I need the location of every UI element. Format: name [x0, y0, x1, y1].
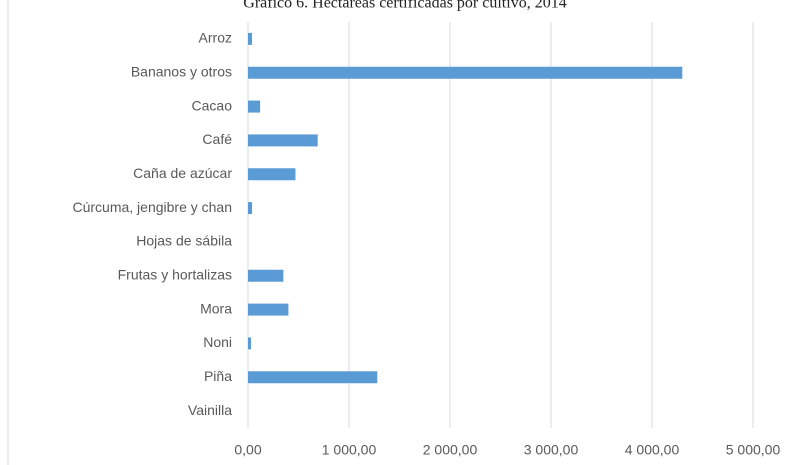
x-tick-label: 2 000,00 [423, 442, 478, 458]
x-tick-label: 0,00 [234, 442, 261, 458]
bar [248, 337, 252, 350]
bar [248, 303, 289, 316]
chart-title: Gráfico 6. Hectáreas certificadas por cu… [243, 0, 566, 12]
bar [248, 269, 284, 282]
bar [248, 371, 378, 384]
bar [248, 32, 253, 45]
bar [248, 134, 318, 147]
x-tick-label: 5 000,00 [726, 442, 781, 458]
x-tick-label: 3 000,00 [524, 442, 579, 458]
y-tick-label: Caña de azúcar [133, 165, 232, 181]
y-tick-label: Cúrcuma, jengibre y chan [72, 199, 232, 215]
y-tick-label: Piña [204, 368, 232, 384]
bar [248, 100, 261, 113]
x-tick-label: 4 000,00 [625, 442, 680, 458]
y-tick-label: Café [202, 131, 232, 147]
y-tick-label: Mora [200, 300, 232, 316]
y-tick-label: Vainilla [188, 402, 232, 418]
bar [248, 202, 253, 215]
y-tick-label: Bananos y otros [131, 63, 232, 79]
x-tick-label: 1 000,00 [322, 442, 377, 458]
y-tick-label: Noni [203, 334, 232, 350]
y-tick-label: Cacao [192, 97, 233, 113]
y-tick-label: Arroz [199, 30, 232, 46]
bar [248, 66, 683, 79]
y-tick-label: Frutas y hortalizas [118, 266, 232, 282]
y-tick-label: Hojas de sábila [136, 233, 232, 249]
bar [248, 168, 296, 181]
